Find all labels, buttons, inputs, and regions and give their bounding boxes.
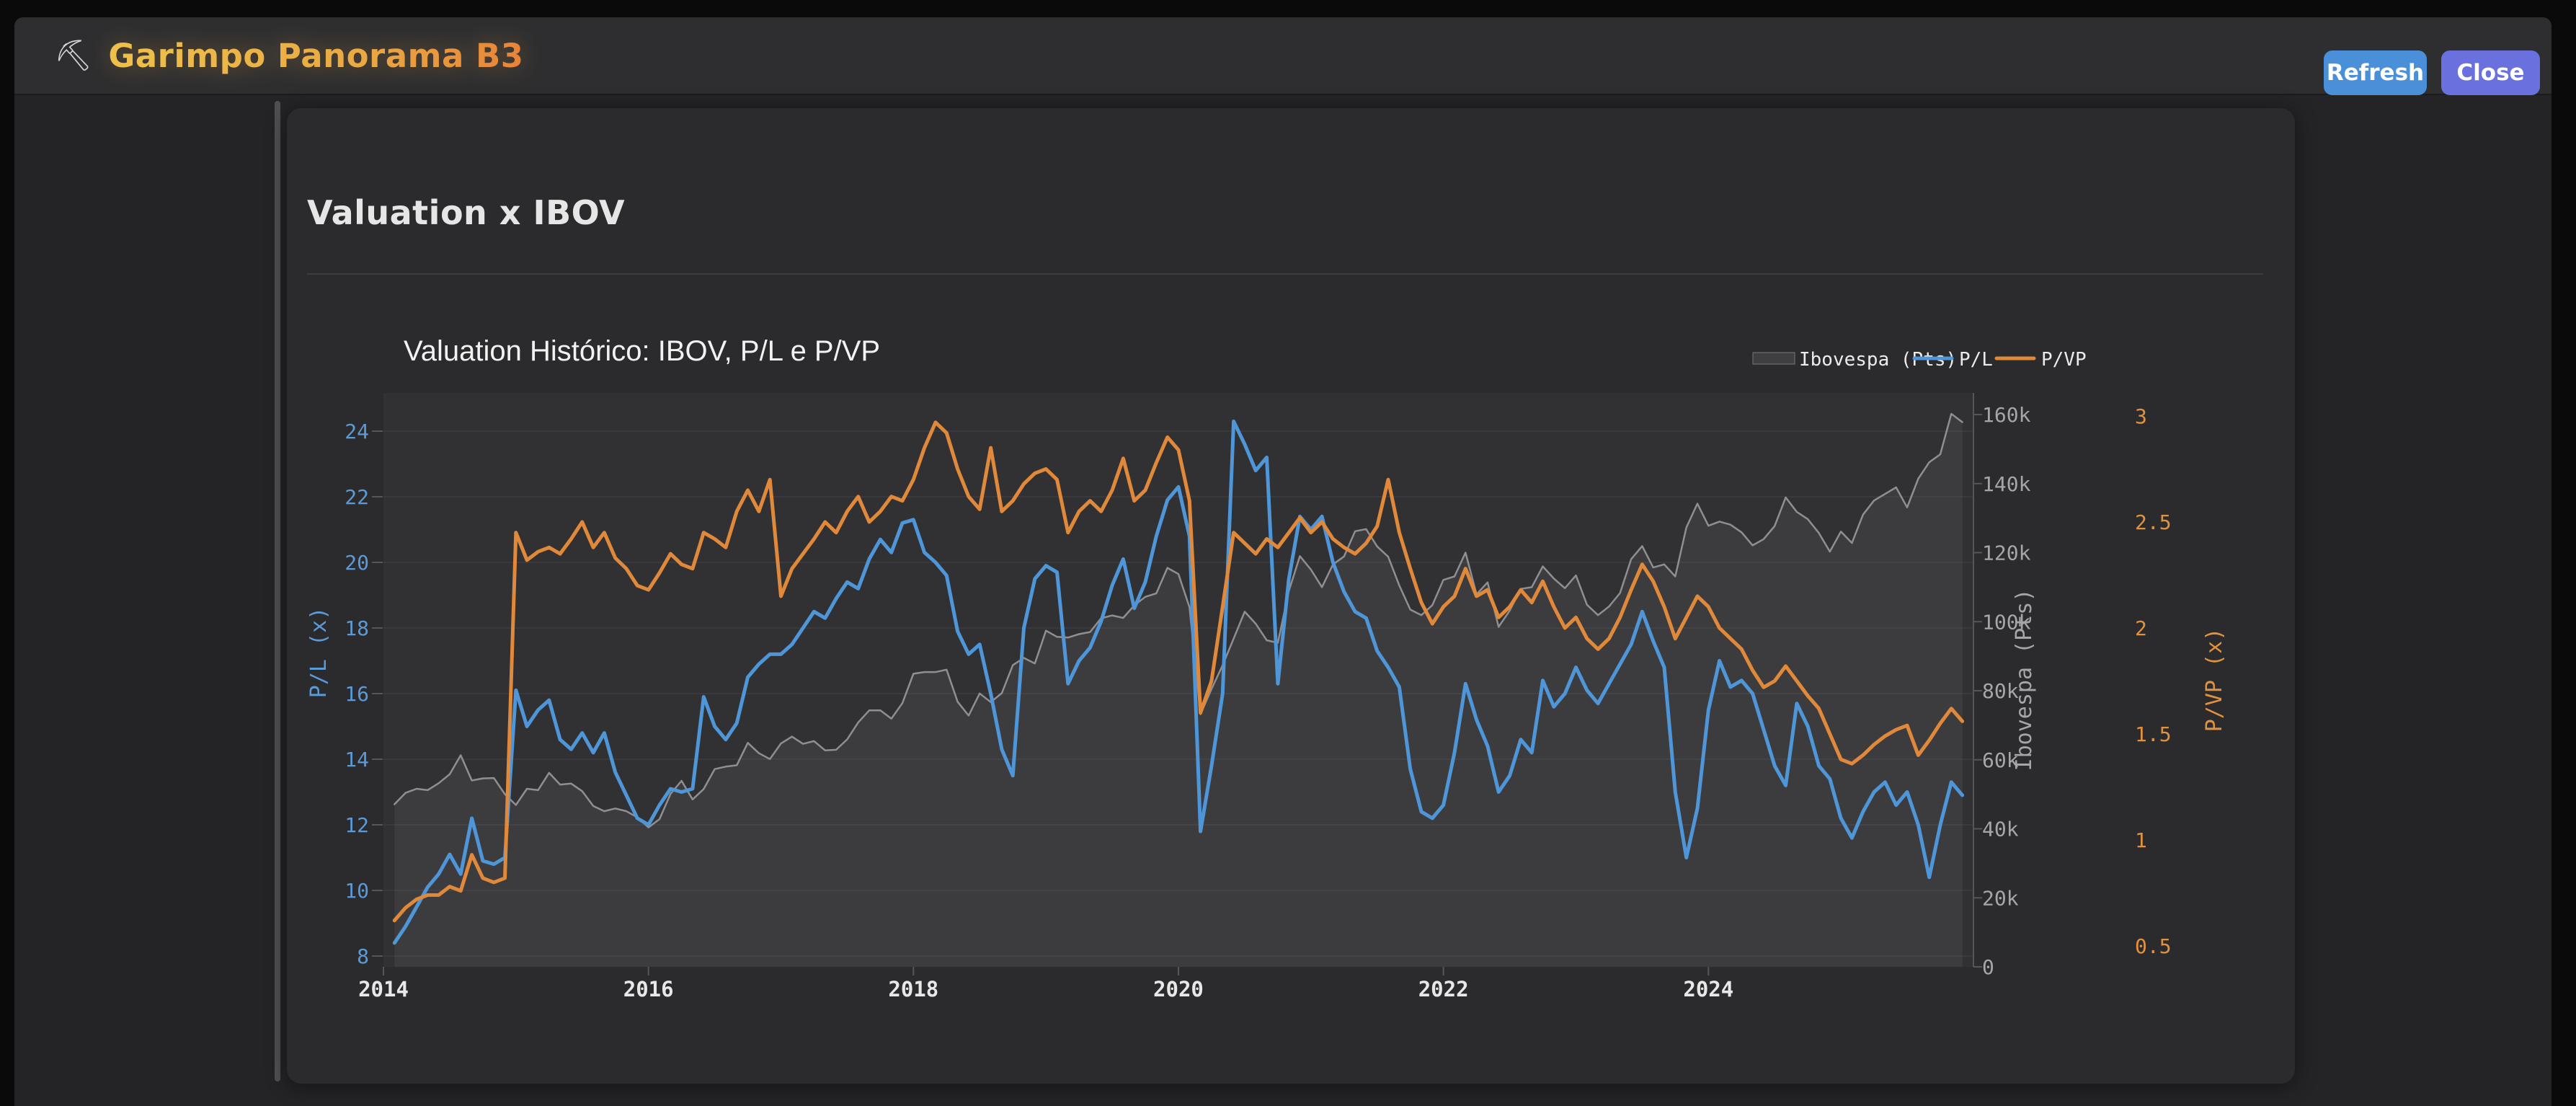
legend-item-pvp[interactable]: P/VP	[1994, 349, 2087, 371]
app-title: Garimpo Panorama B3	[108, 36, 524, 75]
legend-label[interactable]: P/VP	[2041, 349, 2087, 371]
pickaxe-icon: ⛏	[54, 37, 93, 73]
close-button[interactable]: Close	[2441, 50, 2540, 95]
legend-label[interactable]: P/L	[1959, 349, 1993, 371]
valuation-card	[287, 108, 2295, 1084]
topbar: ⛏ Garimpo Panorama B3 Refresh Close	[14, 17, 2551, 95]
legend-item-pl[interactable]: P/L	[1912, 349, 1993, 371]
legend-swatch-area	[1752, 352, 1795, 365]
refresh-button[interactable]: Refresh	[2324, 50, 2427, 95]
divider	[307, 273, 2263, 275]
scrollbar[interactable]	[275, 101, 280, 1081]
page-title: Valuation x IBOV	[307, 193, 626, 232]
